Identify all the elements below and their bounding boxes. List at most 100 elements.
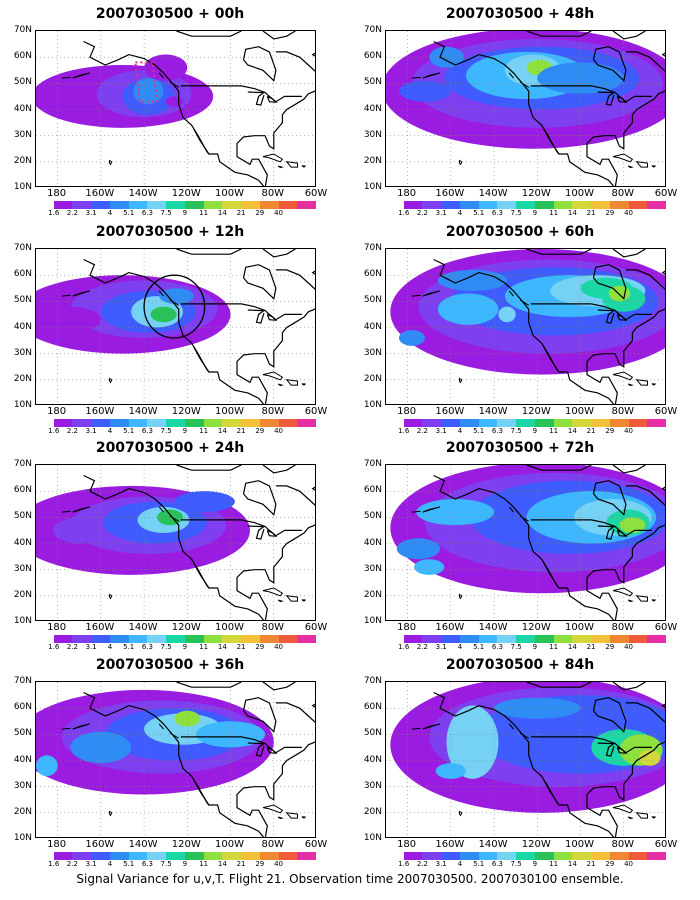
coastline: [592, 264, 627, 300]
colorbar-swatch: [241, 201, 260, 209]
lat-label: 10N: [363, 400, 382, 410]
coastline: [193, 779, 210, 806]
variance-map: [386, 31, 665, 186]
island-outline: [459, 593, 463, 600]
lon-label: 140W: [128, 406, 158, 417]
lat-label: 20N: [13, 155, 32, 166]
variance-map: [36, 31, 315, 186]
coastline: [311, 703, 315, 708]
lat-label: 10N: [363, 182, 382, 192]
colorbar-swatch: [147, 635, 167, 643]
colorbar-tick: 1.6: [48, 427, 60, 435]
panel-title: 2007030500 + 72h: [445, 440, 595, 456]
coastline: [586, 741, 665, 837]
colorbar-swatch: [459, 852, 479, 860]
lon-label: 100W: [565, 406, 595, 417]
colorbar: [385, 635, 667, 643]
lon-label: 140W: [128, 188, 158, 199]
colorbar-swatch: [297, 635, 317, 643]
lat-label: 40N: [363, 537, 382, 548]
colorbar-swatch: [184, 635, 204, 643]
lon-label: 60W: [304, 622, 328, 633]
colorbar-swatch: [128, 419, 148, 427]
coastline: [592, 697, 627, 733]
lat-label: 20N: [13, 806, 32, 817]
colorbar-tick: 2.2: [416, 427, 429, 435]
map-plot: [385, 30, 666, 187]
colorbar-swatch: [166, 635, 185, 643]
island-outline: [72, 723, 91, 730]
coastline: [247, 309, 266, 324]
island-outline: [519, 299, 529, 306]
colorbar-tick: 4: [107, 643, 113, 651]
colorbar-tick: 4: [457, 860, 463, 868]
colorbar-swatch: [72, 635, 92, 643]
colorbar-tick: 21: [586, 209, 596, 217]
variance-map: [386, 249, 665, 404]
colorbar-tick: 11: [199, 209, 209, 217]
colorbar: [385, 201, 667, 209]
colorbar-swatch: [259, 201, 279, 209]
variance-contour: [133, 78, 164, 105]
coastline: [612, 31, 646, 40]
island-outline: [508, 723, 514, 730]
coastline: [180, 85, 302, 103]
colorbar-tick: 1.6: [398, 209, 410, 217]
lat-label: 30N: [363, 563, 382, 574]
colorbar-tick: 5.1: [123, 209, 135, 217]
colorbar-tick: 21: [236, 427, 246, 435]
variance-map: [386, 682, 665, 837]
island-outline: [459, 810, 463, 817]
colorbar-swatch: [441, 201, 460, 209]
colorbar-tick: 7.5: [510, 643, 522, 651]
panel-title: 2007030500 + 00h: [95, 6, 245, 22]
colorbar-swatch: [147, 852, 167, 860]
coastline: [262, 682, 296, 691]
lon-label: 180: [397, 622, 417, 633]
map-plot: [385, 681, 666, 838]
lat-label: 30N: [363, 780, 382, 791]
map-plot: [385, 464, 666, 621]
coastline: [530, 303, 652, 321]
map-plot: [35, 30, 316, 187]
colorbar-tick: 21: [236, 643, 246, 651]
lon-label: 160W: [435, 622, 465, 633]
lat-label: 60N: [13, 269, 32, 280]
variance-contour: [437, 269, 508, 291]
coastline: [526, 682, 592, 688]
lat-label: 60N: [363, 702, 382, 713]
target-circle: [143, 274, 206, 339]
colorbar-tick: 4: [107, 860, 113, 868]
island-outline: [285, 161, 298, 168]
lat-label: 20N: [363, 373, 382, 384]
colorbar-swatch: [91, 419, 110, 427]
lat-label: 10N: [13, 833, 32, 843]
colorbar-tick: 14: [217, 209, 227, 217]
colorbar-swatch: [478, 635, 498, 643]
island-outline: [285, 595, 298, 602]
coastline: [543, 128, 560, 155]
lon-label: 120W: [521, 406, 551, 417]
lon-label: 60W: [304, 188, 328, 199]
island-outline: [262, 587, 284, 597]
lat-label: 30N: [13, 347, 32, 358]
colorbar-swatch: [385, 419, 404, 427]
colorbar-swatch: [166, 852, 185, 860]
colorbar-tick: 1.6: [398, 427, 410, 435]
coastline: [530, 85, 652, 103]
coastline: [586, 524, 665, 620]
colorbar-tick: 3.1: [435, 209, 447, 217]
map-panel: 2007030500 + 48h 70N 60N 50N 40N 30N 20N 10N 180…: [350, 0, 690, 217]
colorbar-swatch: [91, 201, 110, 209]
colorbar-swatch: [609, 201, 629, 209]
colorbar-swatch: [278, 852, 298, 860]
variance-contour: [157, 509, 183, 526]
coastline: [526, 465, 592, 471]
colorbar-swatch: [297, 201, 317, 209]
colorbar-swatch: [222, 201, 242, 209]
lat-label: 30N: [363, 129, 382, 140]
island-outline: [612, 587, 634, 597]
colorbar-swatch: [241, 635, 260, 643]
lon-label: 100W: [215, 839, 245, 850]
island-outline: [262, 153, 284, 163]
